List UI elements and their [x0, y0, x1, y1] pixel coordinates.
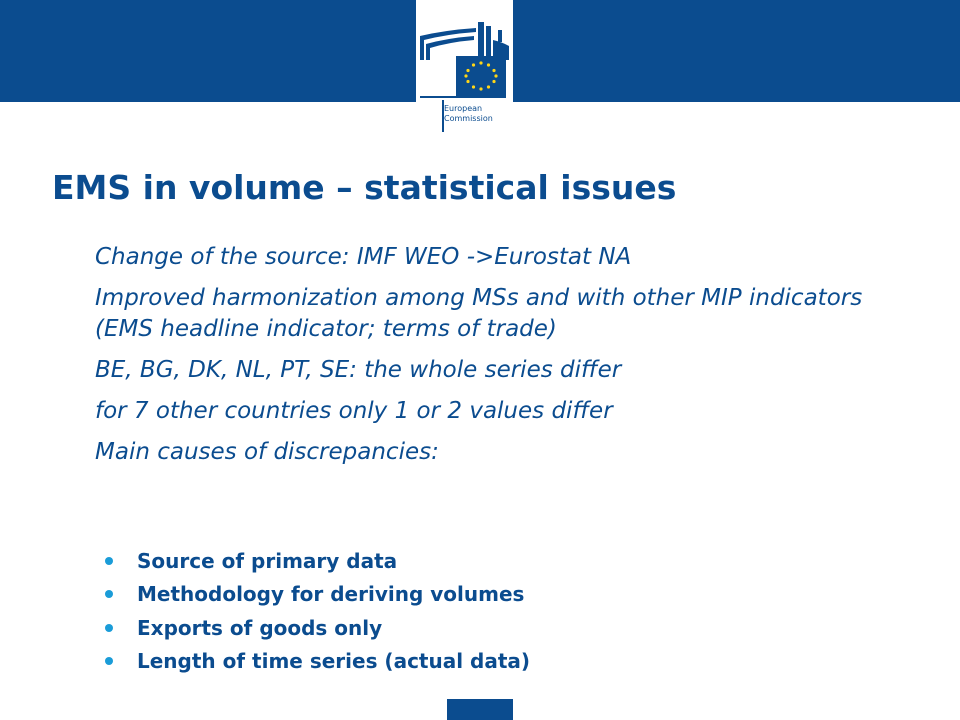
cause-item: Methodology for deriving volumes	[105, 578, 905, 612]
cause-item: Length of time series (actual data)	[105, 645, 905, 679]
bullet-icon	[105, 657, 113, 666]
logo-line-commission: Commission	[444, 114, 493, 123]
point-harmonization: Improved harmonization among MSs and wit…	[95, 285, 863, 342]
point-whole-series-differ: BE, BG, DK, NL, PT, SE: the whole series…	[95, 357, 622, 383]
causes-list: Source of primary data Methodology for d…	[105, 544, 905, 678]
slide-title: EMS in volume – statistical issues	[52, 168, 677, 207]
cause-label: Length of time series (actual data)	[137, 649, 531, 674]
bullet-icon	[105, 556, 113, 565]
cause-item: Exports of goods only	[105, 611, 905, 645]
bullet-icon	[105, 623, 113, 632]
point-source-change: Change of the source: IMF WEO ->Eurostat…	[95, 244, 632, 270]
berlaymont-building-icon	[420, 22, 509, 132]
cause-label: Methodology for deriving volumes	[137, 582, 525, 607]
european-commission-logo: European Commission	[416, 0, 513, 135]
cause-label: Exports of goods only	[137, 615, 383, 640]
bullet-icon	[105, 590, 113, 599]
cause-item: Source of primary data	[105, 544, 905, 578]
logo-line-european: European	[444, 104, 483, 113]
point-main-causes: Main causes of discrepancies:	[95, 439, 439, 465]
logo-text: European Commission	[444, 104, 493, 124]
point-other-countries: for 7 other countries only 1 or 2 values…	[95, 398, 613, 424]
main-points-list: Change of the source: IMF WEO ->Eurostat…	[95, 242, 895, 478]
cause-label: Source of primary data	[137, 548, 398, 573]
footer-tab	[447, 699, 513, 720]
